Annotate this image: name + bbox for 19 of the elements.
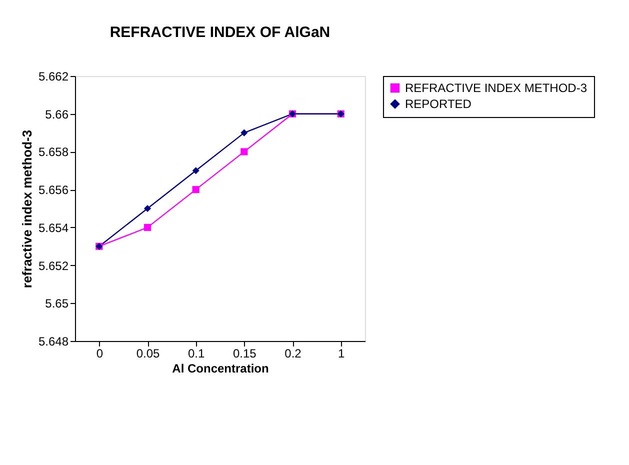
x-tick-label: 0.05	[136, 346, 160, 360]
y-tick-label: 5.658	[38, 145, 69, 160]
y-axis-title: refractive index method-3	[19, 130, 34, 288]
x-tick-label: 1	[338, 346, 345, 360]
x-tick-label: 0	[96, 346, 104, 360]
y-tick-label: 5.654	[38, 220, 69, 235]
y-tick-label: 5.648	[38, 334, 69, 348]
x-tick-label: 0.2	[284, 346, 302, 360]
y-tick-label: 5.652	[38, 258, 69, 273]
x-axis-title: Al Concentration	[172, 362, 269, 376]
y-tick-label: 5.662	[38, 70, 69, 84]
x-tick-label: 0.1	[188, 346, 205, 360]
y-tick-label: 5.65	[45, 296, 69, 311]
chart-title: REFRACTIVE INDEX OF AlGaN	[110, 24, 330, 41]
legend-label: REPORTED	[405, 97, 472, 111]
y-tick-label: 5.66	[45, 107, 69, 122]
legend-label: REFRACTIVE INDEX METHOD-3	[405, 81, 588, 95]
x-tick-label: 0.15	[232, 346, 257, 360]
y-tick-label: 5.656	[38, 183, 69, 198]
